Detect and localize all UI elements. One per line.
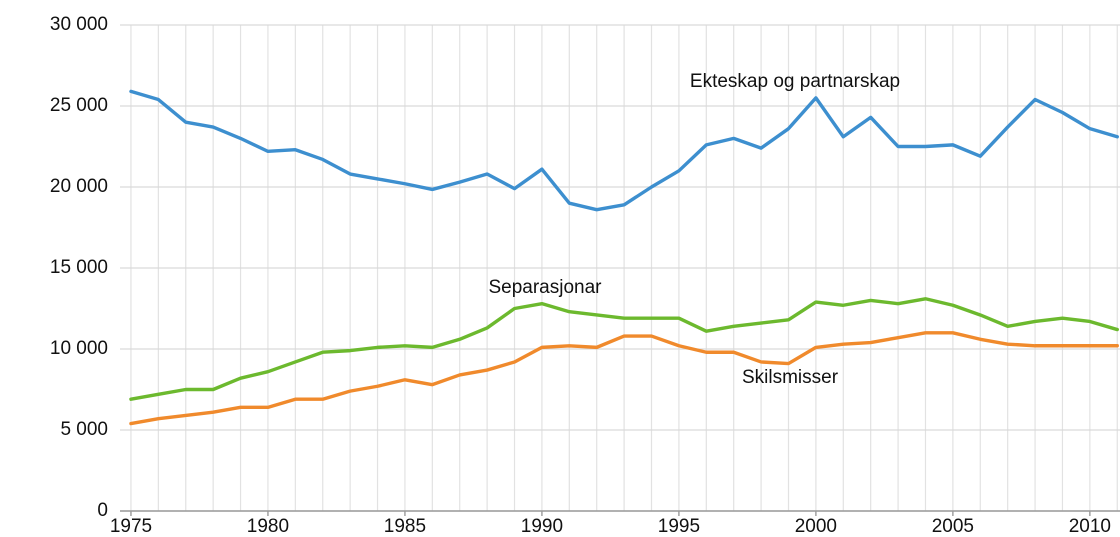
x-tick-label: 1975 (110, 516, 152, 537)
y-tick-label: 20 000 (50, 176, 108, 197)
y-tick-label: 15 000 (50, 257, 108, 278)
x-tick-label: 1980 (247, 516, 289, 537)
data-line (129, 297, 1119, 401)
y-tick-label: 30 000 (50, 14, 108, 35)
y-tick-label: 25 000 (50, 95, 108, 116)
x-tick-label: 1995 (658, 516, 700, 537)
x-tick-label: 1985 (384, 516, 426, 537)
x-tick-label: 1990 (521, 516, 563, 537)
data-line (129, 89, 1119, 212)
series-label: Ekteskap og partnarskap (690, 71, 900, 92)
y-tick-label: 10 000 (50, 338, 108, 359)
y-tick-label: 5 000 (60, 419, 108, 440)
x-tick-label: 2000 (795, 516, 837, 537)
series-label: Skilsmisser (742, 367, 839, 388)
x-tick-label: 2005 (932, 516, 974, 537)
data-line (129, 331, 1119, 426)
x-tick-label: 2010 (1069, 516, 1111, 537)
y-tick-label: 0 (97, 500, 108, 521)
series-label: Separasjonar (488, 277, 602, 298)
